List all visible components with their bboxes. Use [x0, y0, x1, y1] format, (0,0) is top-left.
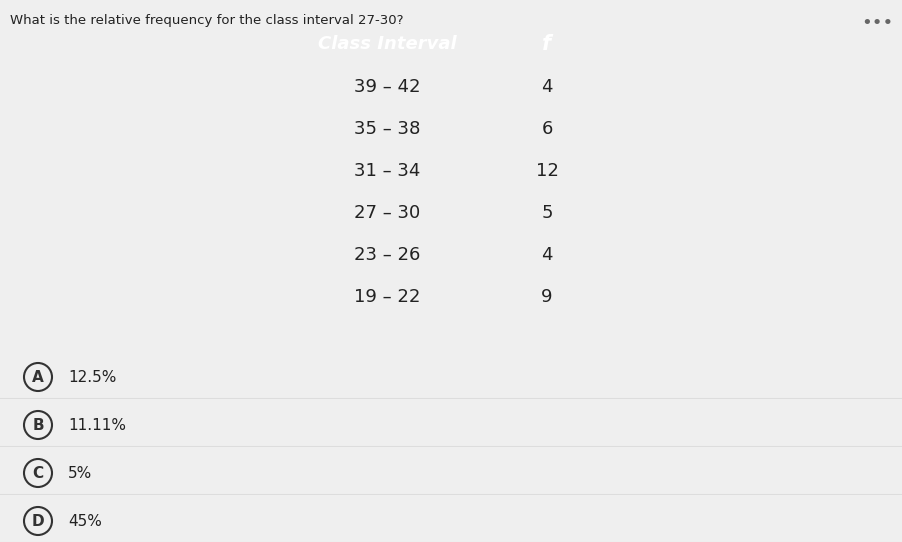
Text: •••: ••• — [861, 14, 894, 32]
Text: 9: 9 — [541, 288, 553, 306]
Text: A: A — [32, 370, 44, 384]
Text: 5: 5 — [541, 204, 553, 222]
Text: 11.11%: 11.11% — [68, 417, 126, 433]
Text: 23 – 26: 23 – 26 — [354, 246, 420, 264]
Text: 12.5%: 12.5% — [68, 370, 116, 384]
Text: B: B — [32, 417, 44, 433]
Text: 4: 4 — [541, 78, 553, 96]
Text: C: C — [32, 466, 43, 481]
Text: 6: 6 — [541, 120, 553, 138]
Text: Class Interval: Class Interval — [318, 35, 456, 53]
Text: 19 – 22: 19 – 22 — [354, 288, 420, 306]
Text: 35 – 38: 35 – 38 — [354, 120, 420, 138]
Text: 39 – 42: 39 – 42 — [354, 78, 420, 96]
Text: f: f — [542, 34, 551, 54]
Text: 12: 12 — [536, 162, 558, 180]
Text: 45%: 45% — [68, 513, 102, 528]
Text: D: D — [32, 513, 44, 528]
Text: What is the relative frequency for the class interval 27-30?: What is the relative frequency for the c… — [10, 14, 403, 27]
Text: 31 – 34: 31 – 34 — [354, 162, 420, 180]
Text: 4: 4 — [541, 246, 553, 264]
Text: 5%: 5% — [68, 466, 92, 481]
Text: 27 – 30: 27 – 30 — [354, 204, 420, 222]
